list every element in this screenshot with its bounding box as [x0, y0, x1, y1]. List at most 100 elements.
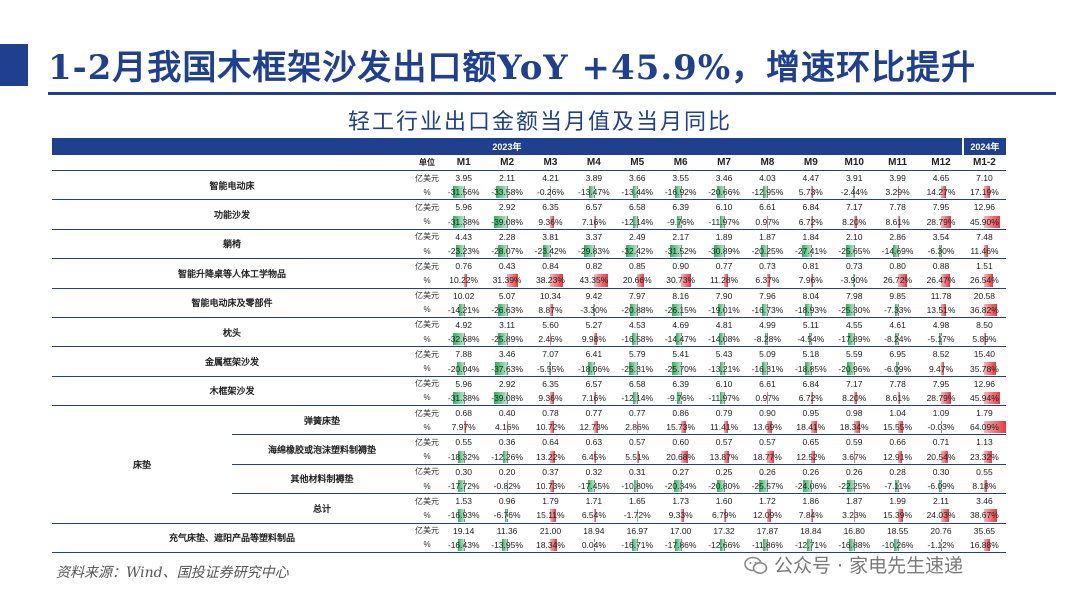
yoy-cell: 35.78%: [962, 361, 1007, 377]
yoy-value: -25.89%: [491, 334, 523, 345]
value-cell: 6.39: [672, 202, 689, 213]
yoy-cell: 64.09%: [962, 420, 1007, 436]
value-cell: 4.21: [542, 173, 559, 184]
yoy-value: 0.97%: [755, 392, 780, 403]
yoy-cell: 12.91%: [875, 449, 920, 465]
unit-label: %: [412, 508, 442, 524]
zero-line: [724, 362, 726, 375]
yoy-bar: [494, 362, 508, 375]
value-cell: 5.07: [498, 290, 516, 301]
yoy-bar: [628, 362, 638, 375]
value-cell: 0.63: [585, 437, 603, 448]
yoy-value: 9.36%: [538, 216, 563, 227]
yoy-value: 11.41%: [709, 422, 739, 433]
yoy-cell: 8.61%: [875, 214, 920, 230]
value-cell: 2.11: [499, 173, 516, 184]
value-cell: 3.37: [585, 231, 603, 242]
value-cell: 2.86: [889, 231, 906, 242]
yoy-value: 9.98%: [581, 334, 606, 345]
value-cell: 0.79: [715, 408, 733, 419]
value-cell: 7.97: [628, 290, 646, 301]
yoy-cell: -12.66%: [702, 537, 746, 553]
zero-line: [854, 333, 856, 346]
value-cell: 1.65: [628, 496, 646, 507]
value-cell: 7.88: [455, 349, 472, 360]
yoy-value: 6.72%: [798, 392, 823, 403]
table-subtitle: 轻工行业出口金额当月值及当月同比: [347, 110, 732, 135]
yoy-value: 9.36%: [538, 392, 563, 403]
yoy-cell: 5.73%: [789, 185, 833, 201]
yoy-value: -20.34%: [664, 481, 697, 492]
value-cell: 6.57: [585, 378, 603, 389]
yoy-bar: [767, 421, 772, 434]
yoy-cell: -22.25%: [832, 478, 876, 495]
value-cell: 7.90: [715, 290, 733, 301]
row-label: 功能沙发: [52, 199, 412, 230]
yoy-cell: -12.71%: [789, 537, 833, 553]
yoy-value: 8.18%: [972, 481, 997, 492]
row-label: 智能电动床: [52, 170, 412, 201]
value-cell: 0.66: [889, 437, 906, 448]
yoy-cell: 9.47%: [919, 361, 963, 377]
value-cell: 8.04: [802, 290, 820, 301]
value-cell: 3.54: [932, 231, 950, 242]
row-label: 金属框架沙发: [52, 346, 412, 377]
yoy-bar: [593, 274, 609, 287]
wechat-icon: [744, 556, 768, 574]
yoy-value: 24.03%: [926, 510, 956, 521]
yoy-value: 35.78%: [969, 363, 999, 374]
value-cell: 1.87: [759, 231, 776, 242]
yoy-value: 16.88%: [969, 539, 999, 550]
yoy-bar: [892, 244, 898, 258]
table-row-yoy: % -31.38% -39.08% 9.36% 7.16% -12.14% -9.76% -1…: [52, 390, 1007, 406]
value-cell: 5.79: [628, 349, 646, 360]
yoy-value: -17.45%: [578, 481, 610, 492]
yoy-value: -30.89%: [708, 246, 740, 257]
value-cell: 6.35: [542, 378, 559, 389]
yoy-bar: [680, 509, 684, 522]
zero-line: [897, 362, 899, 375]
value-cell: 1.60: [715, 496, 733, 507]
table-row: 充气床垫、遮阳产品等塑料制品 亿美元 19.14 11.36 21.00 18.94 16.…: [52, 523, 1006, 553]
zero-line: [680, 303, 682, 316]
value-cell: 8.16: [672, 290, 689, 301]
yoy-cell: 20.66%: [615, 273, 659, 289]
value-cell: 1.04: [889, 408, 906, 419]
value-cell: 0.71: [932, 437, 950, 448]
value-cell: 0.73: [845, 261, 863, 272]
value-cell: 7.95: [932, 202, 950, 213]
sub-row-label: 弹簧床垫: [232, 405, 412, 436]
yoy-bar: [498, 333, 508, 346]
value-cell: 6.61: [759, 202, 776, 213]
zero-line: [637, 244, 639, 258]
yoy-bar: [854, 421, 861, 434]
value-cell: 0.90: [672, 261, 689, 272]
table-row: 功能沙发 亿美元 5.96 2.92 6.35 6.57 6.58 6.39 6.10 6.61 6…: [52, 199, 1006, 230]
value-cell: 2.92: [498, 202, 516, 213]
yoy-value: -20.25%: [751, 246, 784, 257]
yoy-cell: 26.72%: [875, 273, 920, 289]
yoy-cell: 31.39%: [485, 273, 529, 289]
unit-label: 亿美元: [415, 379, 439, 389]
yoy-value: -13.44%: [621, 187, 654, 198]
yoy-value: 31.39%: [492, 275, 522, 286]
month-header: M4: [572, 155, 616, 171]
yoy-cell: -12.26%: [485, 449, 529, 465]
yoy-bar: [494, 215, 508, 228]
zero-line: [897, 333, 899, 346]
value-cell: 3.91: [845, 173, 863, 184]
sub-row-label: 海绵橡胶或泡沫塑料制褥垫: [232, 434, 412, 465]
yoy-value: 5.89%: [972, 334, 997, 345]
zero-line: [680, 186, 682, 199]
row-label: 躺椅: [52, 229, 412, 260]
value-cell: 0.27: [672, 466, 689, 477]
yoy-value: -23.42%: [534, 246, 567, 257]
yoy-cell: -39.08%: [485, 214, 529, 230]
value-cell: 3.99: [889, 173, 906, 184]
yoy-bar: [984, 274, 994, 287]
table-row-yoy: % -23.23% -28.07% -23.42% -29.83% -32.42% -31.…: [52, 243, 1007, 260]
value-cell: 1.53: [455, 496, 472, 507]
yoy-bar: [550, 538, 557, 551]
value-cell: 12.96: [973, 378, 996, 389]
value-cell: 0.64: [542, 437, 559, 448]
